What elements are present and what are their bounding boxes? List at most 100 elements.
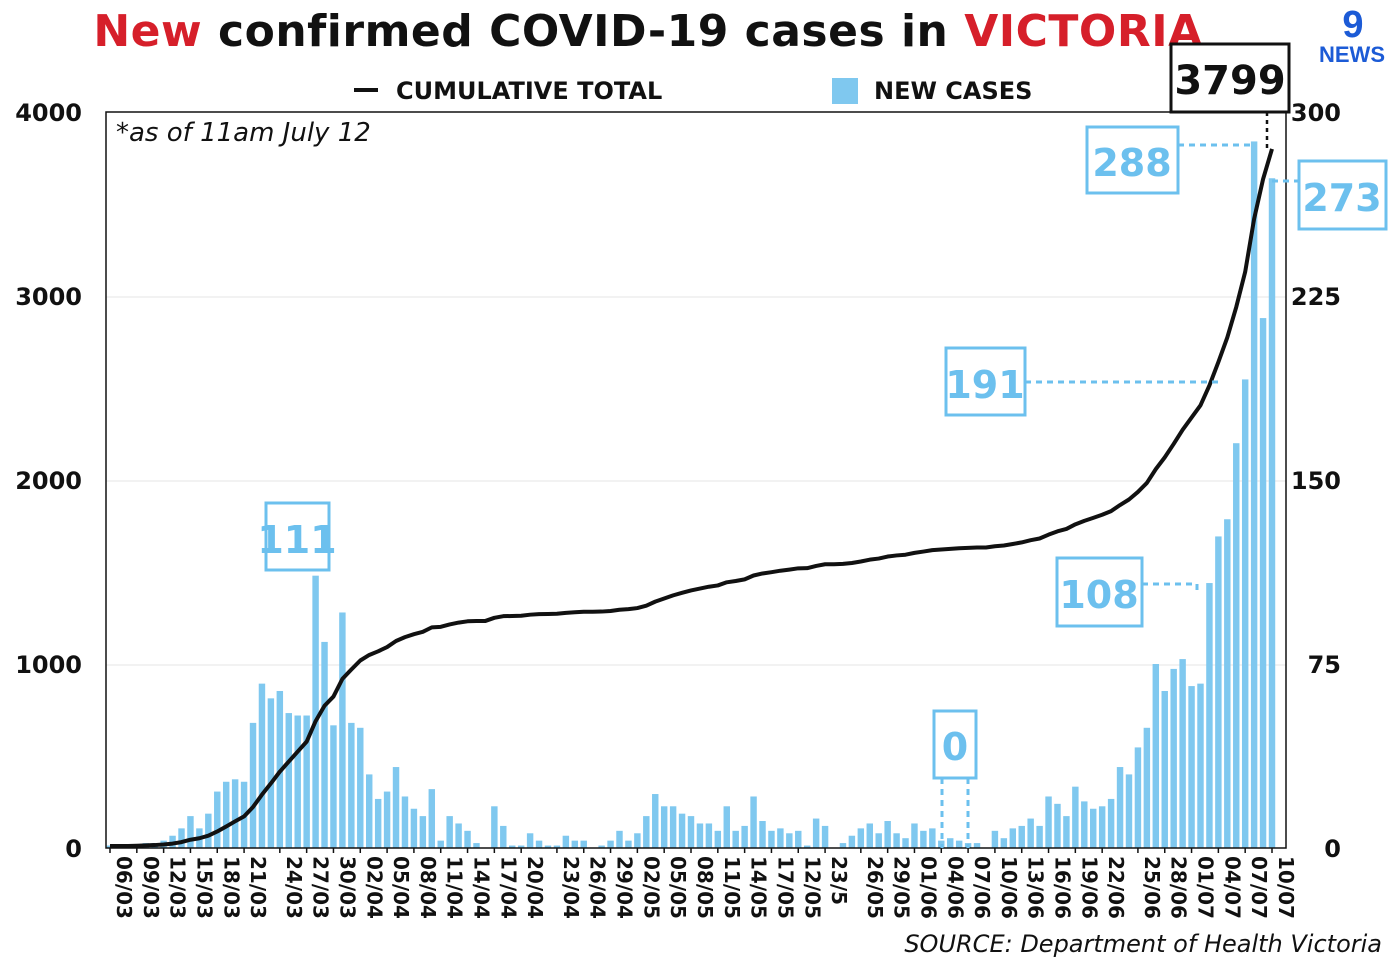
new-cases-bar-115	[1134, 747, 1142, 848]
new-cases-bar-123	[1206, 583, 1213, 848]
new-cases-bar-52	[571, 840, 579, 848]
x-tick-label-22: 11/05	[720, 856, 744, 919]
new-cases-bar-67	[705, 823, 713, 848]
x-tick-label-12: 11/04	[443, 856, 467, 919]
title-victoria: VICTORIA	[964, 6, 1203, 57]
new-cases-bar-53	[580, 840, 587, 848]
new-cases-bar-113	[1116, 767, 1124, 848]
legend: CUMULATIVE TOTAL NEW CASES	[354, 77, 1032, 105]
callout-191: 191	[944, 346, 1222, 417]
new-cases-bar-75	[777, 828, 784, 848]
new-cases-bar-127	[1241, 379, 1249, 848]
new-cases-bar-121	[1188, 686, 1195, 848]
x-tick-label-5: 21/03	[246, 856, 270, 919]
callout-108-label: 108	[1059, 573, 1138, 617]
new-cases-bar-12	[214, 791, 221, 848]
new-cases-bar-64	[678, 813, 686, 848]
new-cases-bar-49	[544, 845, 552, 848]
new-cases-bar-24	[321, 641, 328, 848]
new-cases-bar-34	[410, 808, 418, 848]
legend-cumulative-label: CUMULATIVE TOTAL	[396, 77, 662, 105]
callout-191-label: 191	[945, 363, 1024, 407]
x-tick-label-18: 29/04	[613, 856, 637, 919]
x-tick-label-9: 02/04	[362, 856, 386, 919]
gridlines	[106, 296, 1286, 666]
new-cases-bar-126	[1233, 443, 1240, 848]
new-cases-bar-125	[1224, 519, 1231, 848]
new-cases-bar-61	[652, 794, 659, 848]
x-tick-label-28: 29/05	[890, 856, 914, 919]
new-cases-bar-88	[893, 833, 900, 848]
new-cases-bar-25	[330, 725, 337, 848]
new-cases-bar-116	[1143, 727, 1151, 848]
x-tick-label-17: 26/04	[586, 856, 610, 919]
ytick-right-75: 75	[1308, 651, 1341, 679]
x-tick-label-24: 17/05	[773, 856, 797, 919]
new-cases-bar-20	[285, 713, 292, 848]
new-cases-bar-59	[634, 833, 641, 848]
new-cases-bar-60	[643, 816, 650, 848]
new-cases-bars	[106, 141, 1276, 849]
x-tick-label-2: 12/03	[166, 856, 190, 919]
callout-111-label: 111	[257, 518, 336, 562]
new-cases-bar-21	[294, 715, 301, 848]
new-cases-bar-111	[1098, 806, 1106, 848]
new-cases-bar-80	[821, 825, 829, 848]
x-tick-label-40: 04/07	[1220, 856, 1244, 919]
new-cases-bar-107	[1063, 816, 1070, 848]
new-cases-bar-103	[1027, 818, 1034, 848]
new-cases-bar-77	[795, 830, 802, 848]
new-cases-bar-102	[1018, 825, 1025, 848]
x-tick-label-37: 25/06	[1140, 856, 1164, 919]
new-cases-bar-83	[848, 835, 856, 848]
new-cases-bar-118	[1161, 690, 1168, 848]
new-cases-bar-112	[1107, 798, 1115, 848]
new-cases-bar-56	[607, 840, 614, 848]
new-cases-bar-26	[339, 612, 346, 848]
x-tick-label-35: 19/06	[1077, 856, 1101, 919]
ytick-right-150: 150	[1291, 467, 1341, 495]
x-tick-label-31: 07/06	[970, 856, 994, 919]
new-cases-bar-18	[267, 698, 275, 848]
x-tick-label-3: 15/03	[192, 856, 216, 919]
new-cases-bar-57	[616, 830, 623, 848]
x-tick-label-42: 10/07	[1274, 856, 1298, 919]
new-cases-bar-37	[437, 840, 444, 848]
x-tick-label-38: 28/06	[1167, 856, 1191, 919]
new-cases-bar-100	[1000, 838, 1008, 848]
new-cases-bar-90	[911, 823, 918, 848]
new-cases-bar-11	[205, 813, 212, 848]
new-cases-bar-46	[517, 845, 525, 848]
new-cases-bar-82	[839, 843, 847, 848]
new-cases-bar-33	[401, 796, 409, 848]
x-tick-label-6: 24/03	[282, 856, 306, 919]
callout-111: 111	[257, 501, 337, 572]
new-cases-bar-50	[553, 845, 561, 848]
timestamp-note: *as of 11am July 12	[116, 118, 371, 148]
ytick-left-1000: 1000	[15, 651, 82, 679]
right-y-axis: 300 225 150 75 0	[1291, 99, 1341, 863]
new-cases-bar-66	[696, 823, 704, 848]
source-note: SOURCE: Department of Health Victoria	[904, 930, 1382, 958]
title-middle: confirmed COVID-19 cases in	[202, 6, 965, 57]
ytick-left-4000: 4000	[15, 99, 82, 127]
x-tick-label-39: 01/07	[1194, 856, 1218, 919]
new-cases-bar-45	[509, 845, 516, 848]
callout-total: 3799	[1169, 42, 1291, 150]
callout-0: 0	[932, 709, 978, 848]
new-cases-bar-51	[562, 835, 570, 848]
new-cases-bar-99	[991, 830, 999, 848]
new-cases-bar-124	[1215, 536, 1222, 848]
new-cases-bar-73	[759, 821, 766, 848]
logo-nine: 9	[1342, 4, 1363, 46]
new-cases-bar-128	[1250, 141, 1258, 848]
new-cases-bar-17	[258, 683, 266, 848]
new-cases-bar-84	[857, 828, 865, 848]
callout-273: 273	[1272, 159, 1388, 231]
new-cases-bar-91	[920, 830, 927, 848]
new-cases-bar-9	[187, 816, 194, 848]
new-cases-bar-69	[723, 806, 730, 848]
new-cases-bar-129	[1259, 318, 1267, 849]
ytick-left-2000: 2000	[15, 467, 82, 495]
new-cases-bar-22	[303, 715, 310, 848]
